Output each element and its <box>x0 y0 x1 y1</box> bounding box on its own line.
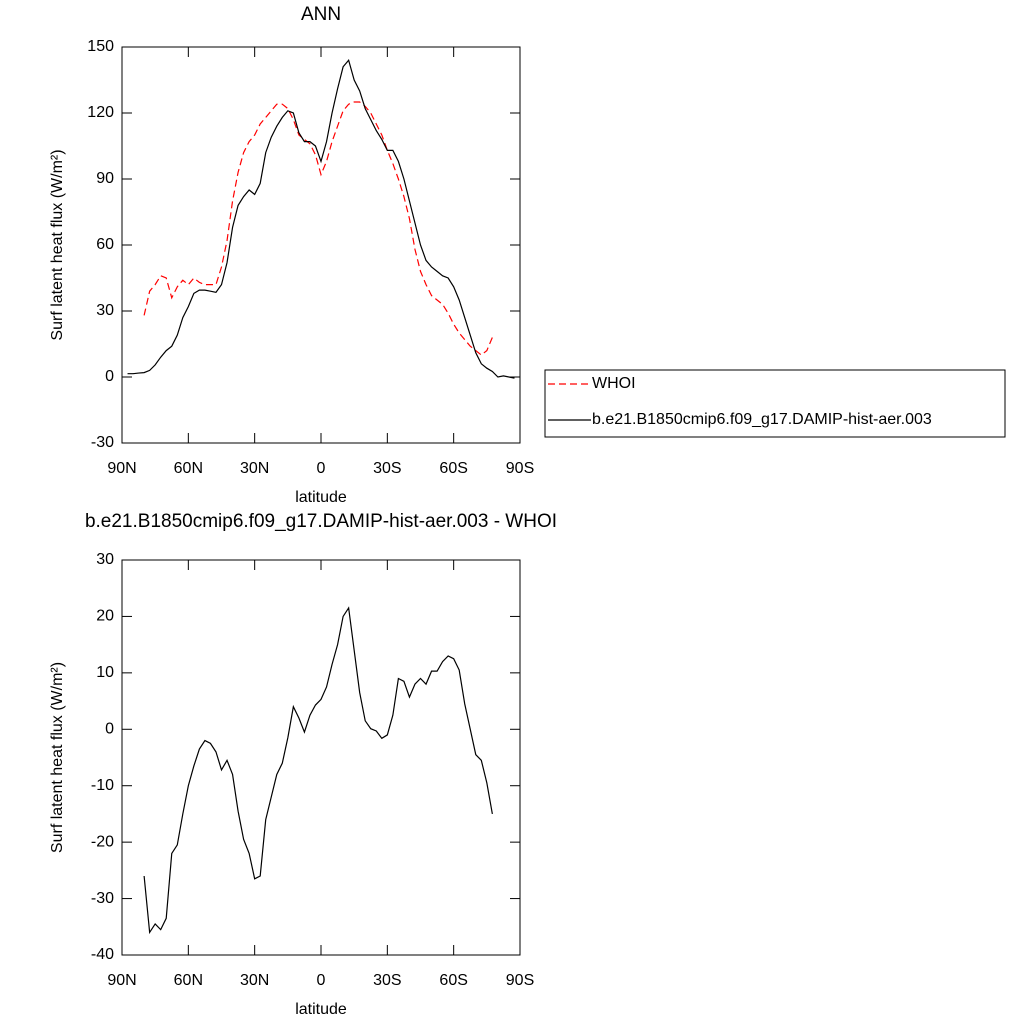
x-tick-label: 30S <box>373 460 401 477</box>
y-tick-label: 60 <box>96 236 114 253</box>
x-tick-label: 90S <box>506 972 534 989</box>
x-tick-label: 60S <box>439 972 467 989</box>
series-line <box>143 101 493 356</box>
series-line <box>143 606 493 935</box>
y-axis-label: Surf latent heat flux (W/m²) <box>49 662 66 853</box>
x-tick-label: 30N <box>240 460 269 477</box>
y-tick-label: 20 <box>96 608 114 625</box>
y-tick-label: 30 <box>96 551 114 568</box>
y-tick-label: 0 <box>105 368 114 385</box>
y-tick-label: -10 <box>91 777 114 794</box>
y-tick-label: 30 <box>96 302 114 319</box>
x-tick-label: 0 <box>317 460 326 477</box>
chart-title: ANN <box>301 4 341 25</box>
y-tick-label: 150 <box>87 38 114 55</box>
series-line <box>127 58 515 379</box>
y-tick-label: -30 <box>91 434 114 451</box>
legend-label: b.e21.B1850cmip6.f09_g17.DAMIP-hist-aer.… <box>592 411 932 428</box>
legend-label: WHOI <box>592 375 636 392</box>
y-tick-label: -20 <box>91 833 114 850</box>
y-tick-label: 10 <box>96 664 114 681</box>
x-tick-label: 0 <box>317 972 326 989</box>
y-tick-label: -40 <box>91 946 114 963</box>
x-tick-label: 60N <box>174 460 203 477</box>
legend-box <box>544 369 1006 438</box>
y-tick-label: 90 <box>96 170 114 187</box>
x-axis-label: latitude <box>295 1001 347 1018</box>
x-tick-label: 90N <box>107 972 136 989</box>
x-tick-label: 30N <box>240 972 269 989</box>
y-axis-label: Surf latent heat flux (W/m²) <box>49 149 66 340</box>
y-tick-label: 0 <box>105 721 114 738</box>
plot-frame <box>121 46 521 444</box>
x-axis-label: latitude <box>295 489 347 506</box>
y-tick-label: -30 <box>91 890 114 907</box>
y-tick-label: 120 <box>87 104 114 121</box>
x-tick-label: 30S <box>373 972 401 989</box>
x-tick-label: 60S <box>439 460 467 477</box>
chart-title: b.e21.B1850cmip6.f09_g17.DAMIP-hist-aer.… <box>85 511 557 532</box>
x-tick-label: 60N <box>174 972 203 989</box>
x-tick-label: 90N <box>107 460 136 477</box>
x-tick-label: 90S <box>506 460 534 477</box>
plot-frame <box>121 559 521 956</box>
